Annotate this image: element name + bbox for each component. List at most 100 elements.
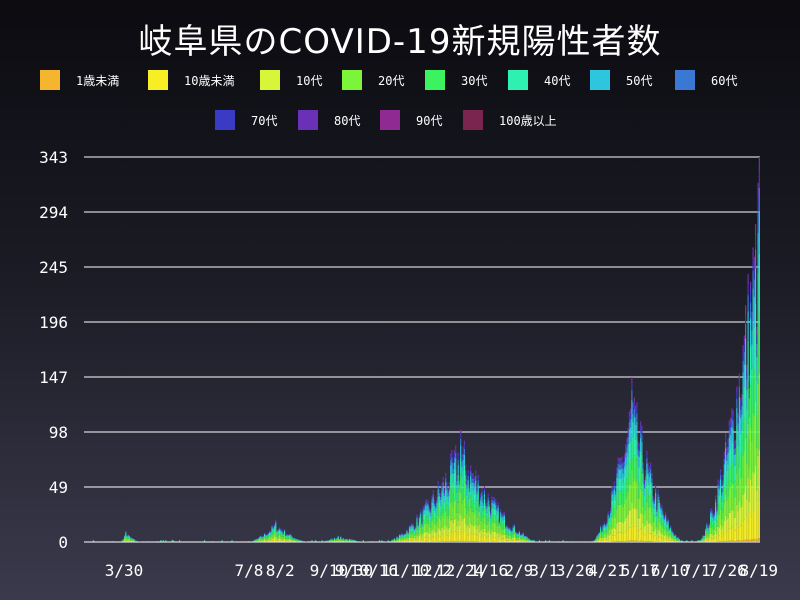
bar-segment [602,537,604,541]
bar-segment [633,478,635,508]
bar-segment [756,328,758,336]
bar-segment [611,508,613,518]
bar-segment [752,247,754,248]
bar-segment [742,423,744,456]
bar-segment [620,532,622,542]
bar-segment [497,532,499,538]
bar-segment [351,540,353,542]
x-tick-label: 9/10 [310,561,349,580]
bar-segment [617,463,619,470]
bar-segment [417,537,419,540]
bar-segment [453,486,456,502]
bar-segment [612,508,614,518]
bar-segment [423,537,426,542]
bar-segment [752,539,754,542]
bar-segment [463,540,466,542]
bar-segment [663,535,665,540]
bar-segment [432,510,434,520]
bar-segment [716,512,718,517]
bar-segment [406,529,408,531]
bar-segment [631,400,633,419]
bar-segment [633,455,635,479]
bar-segment [282,536,284,538]
bar-segment [266,536,268,538]
legend-label: 40代 [544,74,571,88]
bar-segment [123,537,126,539]
bar-segment [523,540,526,542]
bar-segment [747,311,749,341]
bar-segment [720,472,722,476]
bar-segment [610,533,612,539]
bar-segment [507,538,509,541]
bar-segment [675,541,677,542]
bar-segment [472,473,474,475]
bar-segment [747,380,749,424]
bar-segment [650,482,652,495]
bar-segment [466,535,468,542]
bar-segment [421,529,423,534]
bar-segment [630,413,632,420]
bar-segment [645,541,647,542]
bar-segment [705,531,707,534]
bar-segment [453,472,456,487]
bar-segment [713,515,715,520]
bar-segment [441,541,443,542]
bar-segment [451,450,453,454]
bar-segment [637,517,639,531]
bar-segment [607,534,609,539]
bar-segment [620,458,622,462]
bar-segment [288,534,291,536]
bar-segment [663,517,665,520]
y-tick-label: 343 [39,148,68,167]
bar-segment [401,540,403,542]
bar-segment [756,412,758,448]
bar-segment [703,541,705,542]
bar-segment [445,534,447,542]
bar-segment [666,539,668,542]
bar-segment [745,324,747,339]
bar-segment [447,518,449,530]
bar-segment [413,528,416,530]
bar-segment [636,413,638,422]
bar-segment [512,531,514,535]
bar-segment [275,536,277,540]
bar-segment [642,468,644,474]
bar-segment [707,527,709,529]
bar-segment [123,538,126,541]
bar-segment [516,533,518,535]
bar-segment [426,502,428,505]
bar-segment [492,498,494,501]
bar-segment [455,499,457,519]
bar-segment [515,535,517,538]
bar-segment [413,538,416,541]
bar-segment [702,540,704,542]
bar-segment [663,515,665,517]
bar-segment [637,445,639,450]
bar-segment [621,541,623,542]
bar-segment [647,533,649,542]
bar-segment [702,541,704,542]
bar-segment [493,503,496,509]
bar-segment [758,311,760,373]
bar-segment [721,518,723,530]
bar-segment [600,527,602,530]
bar-segment [656,511,658,516]
bar-segment [258,538,261,540]
bar-segment [437,505,439,516]
bar-segment [735,465,737,481]
bar-segment [622,506,624,523]
bar-segment [503,528,506,535]
bar-segment [721,541,723,542]
bar-segment [631,443,633,470]
bar-segment [651,478,653,483]
bar-segment [290,538,292,540]
bar-segment [618,541,620,542]
bar-segment [455,483,457,500]
bar-segment [510,529,512,531]
bar-segment [616,467,618,468]
bar-segment [516,539,518,541]
bar-segment [470,484,472,496]
bar-segment [637,481,639,498]
bar-segment [521,535,523,538]
bar-segment [261,540,263,542]
